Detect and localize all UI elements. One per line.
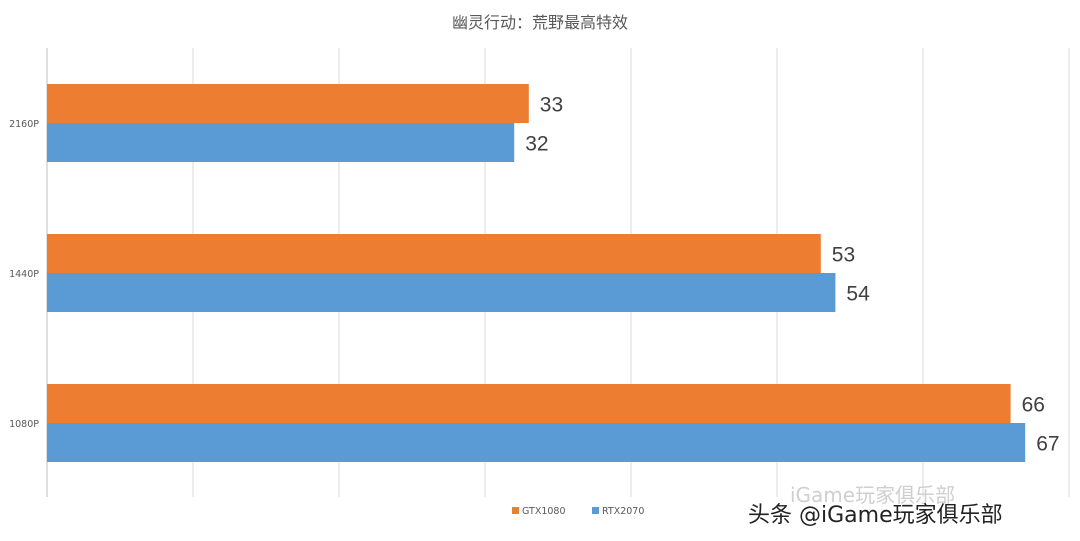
watermark-ghost: iGame玩家俱乐部	[790, 483, 956, 507]
category-label: 1440P	[9, 269, 39, 280]
data-label: 33	[540, 94, 563, 117]
legend-label: RTX2070	[602, 506, 644, 517]
watermark: 头条 @iGame玩家俱乐部	[748, 503, 1003, 528]
bar-gtx1080-1440p	[47, 234, 821, 273]
data-label: 67	[1036, 433, 1059, 456]
legend-swatch-gtx1080	[512, 507, 519, 514]
chart-title: 幽灵行动：荒野最高特效	[451, 13, 628, 32]
category-label: 2160P	[9, 119, 39, 130]
bar-rtx2070-1080p	[47, 423, 1026, 462]
bar-gtx1080-1080p	[47, 384, 1011, 423]
legend-swatch-rtx2070	[592, 507, 599, 514]
data-label: 53	[832, 244, 855, 267]
category-label: 1080P	[9, 419, 39, 430]
bar-gtx1080-2160p	[47, 84, 529, 123]
bar-rtx2070-2160p	[47, 123, 515, 162]
data-label: 66	[1022, 394, 1045, 417]
bar-rtx2070-1440p	[47, 273, 836, 312]
legend-label: GTX1080	[522, 506, 566, 517]
data-label: 32	[525, 133, 548, 156]
data-label: 54	[846, 283, 870, 306]
